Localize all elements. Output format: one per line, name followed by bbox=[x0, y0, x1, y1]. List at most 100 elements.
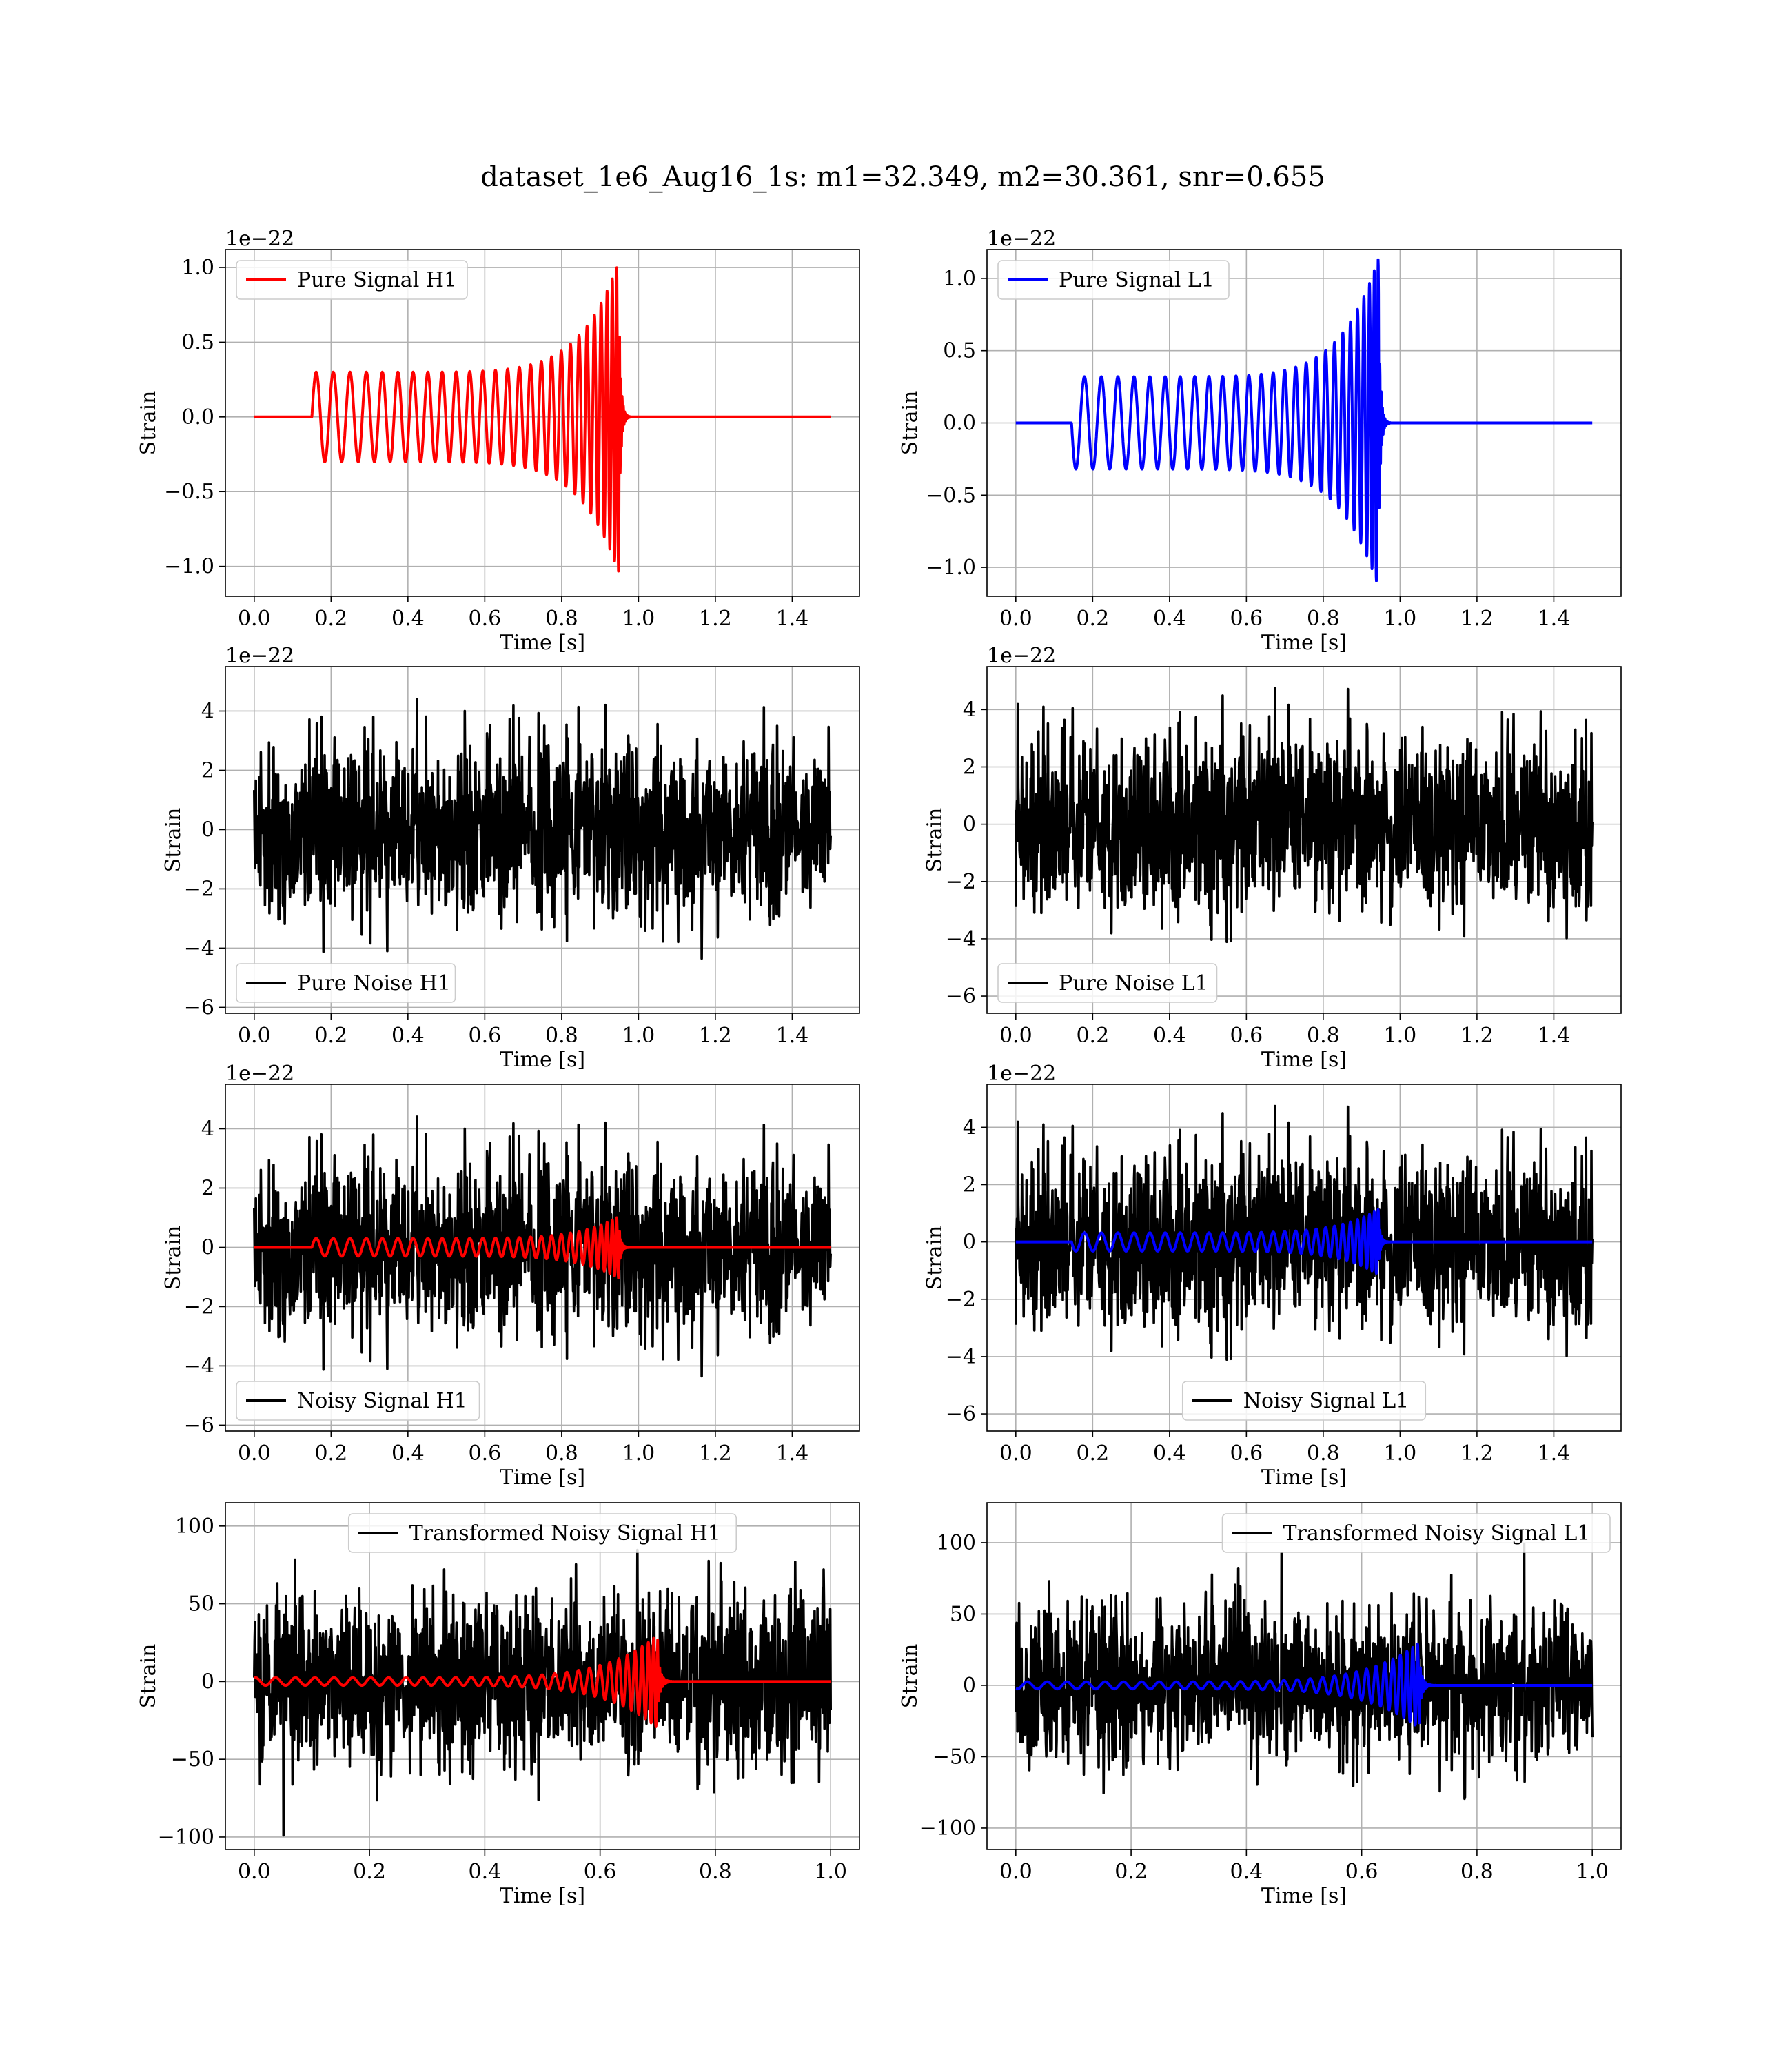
legend: Transformed Noisy Signal H1 bbox=[347, 1513, 737, 1553]
x-axis-label: Time [s] bbox=[500, 1466, 585, 1490]
subplot-2: 0.0 0.2 0.4 0.6 0.8 1.0 1.2 1.4 −1.0 −0.5 0.0 0.5 1.… bbox=[898, 227, 1622, 655]
x-tick-label: 1.4 bbox=[776, 1441, 809, 1466]
axis-offset-label: 1e−22 bbox=[225, 644, 294, 668]
x-tick-label: 0.8 bbox=[1307, 607, 1340, 631]
series-line-1 bbox=[1015, 687, 1594, 944]
y-tick-label: 4 bbox=[201, 1117, 214, 1141]
axis-offset-label: 1e−22 bbox=[987, 644, 1056, 668]
x-tick-label: 0.6 bbox=[1230, 1024, 1263, 1048]
y-tick-label: −6 bbox=[184, 1413, 214, 1437]
y-tick-label: 1.0 bbox=[943, 267, 976, 291]
x-tick-label: 0.4 bbox=[391, 1024, 425, 1048]
x-axis-label: Time [s] bbox=[1261, 1884, 1347, 1908]
axes-frame bbox=[225, 1084, 860, 1432]
x-tick-label: 0.0 bbox=[999, 1441, 1032, 1466]
x-tick-label: 0.0 bbox=[999, 1860, 1032, 1884]
y-tick-label: −0.5 bbox=[164, 480, 214, 504]
y-axis-label: Strain bbox=[898, 391, 922, 456]
x-tick-label: 0.8 bbox=[545, 607, 578, 631]
x-tick-label: 0.8 bbox=[1307, 1024, 1340, 1048]
y-tick-label: 0 bbox=[963, 813, 976, 837]
legend-frame bbox=[236, 963, 456, 1003]
legend-label: Pure Noise H1 bbox=[297, 971, 451, 995]
y-tick-label: −1.0 bbox=[926, 556, 976, 580]
legend-label: Transformed Noisy Signal L1 bbox=[1283, 1521, 1591, 1545]
legend: Noisy Signal L1 bbox=[1181, 1381, 1427, 1421]
y-tick-label: 4 bbox=[963, 698, 976, 722]
x-tick-label: 0.2 bbox=[1076, 607, 1109, 631]
x-tick-label: 0.6 bbox=[1230, 607, 1263, 631]
x-tick-label: 1.0 bbox=[1384, 1441, 1417, 1466]
y-tick-label: 100 bbox=[937, 1531, 976, 1555]
x-tick-label: 0.2 bbox=[1076, 1441, 1109, 1466]
x-tick-label: 1.0 bbox=[622, 607, 655, 631]
x-tick-label: 1.0 bbox=[1576, 1860, 1609, 1884]
x-tick-label: 0.2 bbox=[314, 607, 347, 631]
y-axis-label: Strain bbox=[898, 1644, 922, 1709]
y-tick-label: 0.0 bbox=[181, 405, 214, 429]
y-tick-label: −50 bbox=[171, 1747, 214, 1772]
legend: Noisy Signal H1 bbox=[236, 1381, 480, 1421]
y-tick-label: −100 bbox=[158, 1825, 214, 1849]
axes-frame bbox=[225, 666, 860, 1014]
x-tick-label: 0.8 bbox=[545, 1441, 578, 1466]
legend: Pure Signal L1 bbox=[997, 260, 1230, 300]
series-line-2 bbox=[1015, 1208, 1594, 1275]
x-tick-label: 0.4 bbox=[391, 607, 425, 631]
y-tick-label: 4 bbox=[201, 699, 214, 723]
axes-frame bbox=[225, 249, 860, 597]
axes-frame bbox=[986, 1502, 1622, 1850]
x-tick-label: 1.2 bbox=[699, 607, 732, 631]
series-line-1 bbox=[253, 698, 832, 960]
x-tick-label: 0.6 bbox=[584, 1860, 617, 1884]
legend-label: Transformed Noisy Signal H1 bbox=[409, 1521, 721, 1545]
axes-frame bbox=[225, 1502, 860, 1850]
y-axis-label: Strain bbox=[161, 808, 185, 873]
y-tick-label: 0 bbox=[201, 818, 214, 842]
subplot-7: 0.0 0.2 0.4 0.6 0.8 1.0 −100 −50 0 50 100 Time [s] S… bbox=[136, 1502, 860, 1908]
y-tick-label: −6 bbox=[946, 984, 976, 1008]
y-tick-label: −6 bbox=[184, 995, 214, 1020]
x-tick-label: 0.4 bbox=[1230, 1860, 1263, 1884]
x-tick-label: 0.6 bbox=[469, 1024, 502, 1048]
x-tick-label: 0.4 bbox=[391, 1441, 425, 1466]
x-tick-label: 1.0 bbox=[622, 1441, 655, 1466]
y-tick-label: −2 bbox=[184, 1295, 214, 1319]
figure-title: dataset_1e6_Aug16_1s: m1=32.349, m2=30.3… bbox=[480, 161, 1325, 193]
y-tick-label: 0.5 bbox=[943, 339, 976, 363]
series-line-1 bbox=[253, 266, 832, 573]
y-tick-label: −1.0 bbox=[164, 555, 214, 579]
plot-area bbox=[253, 266, 832, 573]
plot-area bbox=[253, 1115, 832, 1378]
x-tick-label: 0.0 bbox=[238, 1024, 271, 1048]
x-axis-label: Time [s] bbox=[500, 1048, 585, 1072]
x-tick-label: 0.8 bbox=[1307, 1441, 1340, 1466]
y-axis-label: Strain bbox=[161, 1226, 185, 1290]
subplot-1: 0.0 0.2 0.4 0.6 0.8 1.0 1.2 1.4 −1.0 −0.5 0.0 0.5 1.… bbox=[136, 227, 860, 655]
x-tick-label: 1.0 bbox=[1384, 1024, 1417, 1048]
x-tick-label: 1.2 bbox=[1460, 1441, 1494, 1466]
plot-area bbox=[1015, 258, 1594, 582]
y-tick-label: −6 bbox=[946, 1402, 976, 1426]
series-line-2 bbox=[1015, 1642, 1594, 1727]
y-tick-label: −2 bbox=[184, 877, 214, 901]
legend: Pure Noise H1 bbox=[236, 963, 456, 1003]
y-axis-label: Strain bbox=[136, 1644, 161, 1709]
y-tick-label: 50 bbox=[950, 1602, 976, 1626]
x-tick-label: 0.4 bbox=[1153, 1441, 1186, 1466]
y-tick-label: −2 bbox=[946, 870, 976, 894]
x-tick-label: 0.4 bbox=[1153, 1024, 1186, 1048]
legend: Pure Noise L1 bbox=[997, 963, 1218, 1003]
x-tick-label: 1.0 bbox=[814, 1860, 847, 1884]
y-tick-label: −4 bbox=[184, 1354, 214, 1378]
x-tick-label: 0.0 bbox=[238, 607, 271, 631]
y-tick-label: 0 bbox=[201, 1235, 214, 1259]
series-line-1 bbox=[253, 1548, 832, 1837]
x-tick-label: 0.2 bbox=[314, 1441, 347, 1466]
x-tick-label: 0.2 bbox=[314, 1024, 347, 1048]
axis-offset-label: 1e−22 bbox=[225, 227, 294, 251]
subplot-grid: 0.0 0.2 0.4 0.6 0.8 1.0 1.2 1.4 −1.0 −0.5 0.0 0.5 1.… bbox=[136, 227, 1622, 1908]
axes-frame bbox=[986, 666, 1622, 1014]
series-line-1 bbox=[253, 1115, 832, 1378]
y-tick-label: −0.5 bbox=[926, 483, 976, 507]
